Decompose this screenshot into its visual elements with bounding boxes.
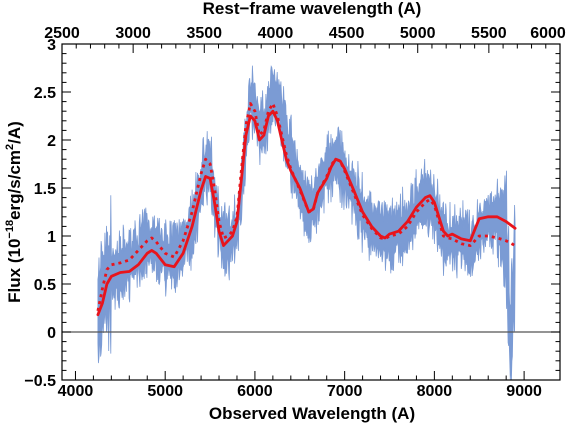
x-axis-label: Observed Wavelength (A) bbox=[209, 404, 415, 423]
x-tick-label: 9000 bbox=[506, 383, 542, 400]
x-tick-label: 4000 bbox=[58, 383, 94, 400]
x-tick-label: 7000 bbox=[327, 383, 363, 400]
y-label-exponent-2: 2 bbox=[4, 144, 16, 150]
y-label-exponent: −18 bbox=[4, 220, 16, 239]
y-label-part-2: erg/s/cm bbox=[5, 150, 24, 220]
y-label-part-1: Flux (10 bbox=[5, 239, 24, 303]
y-tick-label: −0.5 bbox=[24, 373, 56, 390]
x2-tick-label: 3500 bbox=[186, 25, 222, 42]
plot-frame bbox=[61, 43, 561, 381]
x-tick-label: 8000 bbox=[417, 383, 453, 400]
model-line-solid bbox=[96, 109, 517, 317]
x2-tick-label: 5500 bbox=[471, 25, 507, 42]
x2-tick-label: 5000 bbox=[400, 25, 436, 42]
top-axis-label: Rest−frame wavelength (A) bbox=[203, 0, 422, 18]
y-tick-label: 2 bbox=[47, 133, 56, 150]
x-tick-label: 5000 bbox=[147, 383, 183, 400]
model-lines-layer bbox=[96, 102, 517, 317]
y-tick-label: 2.5 bbox=[34, 85, 56, 102]
x2-tick-label: 3000 bbox=[115, 25, 151, 42]
tick-labels-layer: 4000 5000 6000 7000 8000 9000 2500 3000 3500 4000… bbox=[24, 25, 565, 400]
x2-tick-label: 4500 bbox=[329, 25, 365, 42]
y-tick-label: 0.5 bbox=[34, 277, 56, 294]
y-tick-label: 0 bbox=[47, 325, 56, 342]
y-tick-label: 1 bbox=[47, 229, 56, 246]
y-axis-label: Flux (10−18erg/s/cm2/A) bbox=[4, 121, 24, 303]
x2-tick-label: 2500 bbox=[44, 25, 80, 42]
observed-spectrum bbox=[97, 65, 516, 381]
y-tick-label: 1.5 bbox=[34, 181, 56, 198]
y-tick-label: 3 bbox=[47, 37, 56, 54]
x2-tick-label: 4000 bbox=[258, 25, 294, 42]
y-label-part-3: /A) bbox=[5, 121, 24, 144]
axis-ticks-layer bbox=[61, 43, 561, 381]
observed-spectrum-layer bbox=[97, 65, 516, 381]
x2-tick-label: 6000 bbox=[530, 25, 566, 42]
x-tick-label: 6000 bbox=[237, 383, 273, 400]
model-line-dotted bbox=[96, 102, 516, 312]
